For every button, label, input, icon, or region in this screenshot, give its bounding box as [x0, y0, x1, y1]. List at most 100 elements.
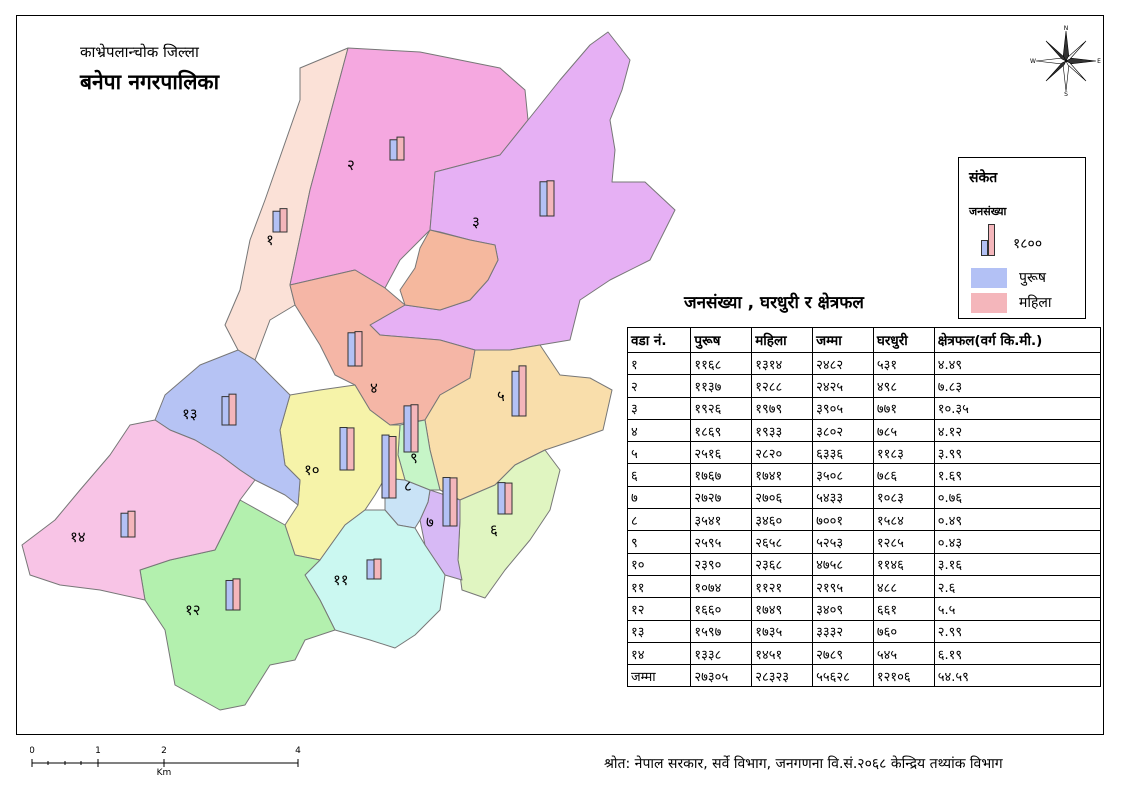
ward-14-area[interactable]	[21, 419, 256, 601]
bar-male-ward-2	[389, 139, 398, 161]
table-cell: १२८५	[872, 530, 935, 554]
table-title: जनसंख्या , घरधुरी र क्षेत्रफल	[684, 293, 864, 313]
bar-female-ward-12	[232, 578, 241, 611]
bar-male-ward-14	[120, 512, 129, 538]
ward-label-9: ९	[410, 449, 418, 467]
table-cell: ४८८	[872, 574, 935, 599]
bar-male-ward-6	[497, 482, 506, 515]
bar-male-ward-1	[272, 210, 281, 233]
table-cell: १३१४	[751, 351, 814, 376]
table-cell: ५२५३	[812, 530, 874, 554]
table-cell: ०.७६	[933, 485, 1102, 510]
table-cell: ०.४३	[933, 530, 1102, 554]
table-cell: ३३३२	[812, 619, 874, 643]
table-header-0: वडा नं.	[626, 327, 692, 353]
table-header-row: वडा नं. पुरूष महिला जम्मा घरधुरी क्षेत्रफल(वर…	[626, 327, 1102, 353]
table-cell: १४५१	[751, 641, 814, 666]
table-header-5: क्षेत्रफल(वर्ग कि.मी.)	[933, 327, 1102, 353]
table-cell: ११३७	[690, 374, 753, 398]
bar-female-ward-7	[449, 477, 458, 527]
table-cell: ६३३६	[812, 441, 874, 465]
bar-female-ward-11	[373, 558, 382, 580]
ward-label-6: ६	[490, 521, 498, 539]
table-cell: १४	[626, 641, 692, 666]
table-cell: ४७५८	[812, 552, 874, 576]
municipality-title: बनेपा नगरपालिका	[80, 70, 220, 94]
table-cell: २६५८	[751, 530, 814, 554]
table-row: ५ २५१६ २८२० ६३३६ ११८३ ३.९९	[626, 441, 1102, 465]
table-row: ४ १८६९ १९३३ ३८०२ ७८५ ४.१२	[626, 418, 1102, 443]
table-cell: ५.५	[933, 597, 1102, 621]
table-header-2: महिला	[751, 327, 814, 353]
bar-male-ward-8	[381, 434, 390, 499]
bar-female-ward-3	[546, 180, 555, 217]
table-cell: ३	[626, 396, 692, 420]
table-cell: ६	[626, 463, 692, 487]
bar-male-ward-7	[442, 477, 451, 527]
west-label: W	[1030, 58, 1036, 65]
table-cell: ६.१९	[933, 641, 1102, 666]
table-cell: ३.१६	[933, 552, 1102, 576]
table-cell: १९२६	[690, 396, 753, 420]
table-cell: ७७१	[872, 396, 935, 420]
table-cell: ७८५	[872, 418, 935, 443]
map-frame	[16, 15, 1104, 735]
table-cell: १६६०	[690, 597, 753, 621]
bar-male-ward-11	[366, 559, 375, 580]
scale-tick-0: 0	[30, 746, 35, 756]
ward-label-12: १२	[185, 601, 201, 619]
legend-bar-female	[988, 224, 995, 256]
table-row: ८ ३५४१ ३४६० ७००१ १५८४ ०.४९	[626, 508, 1102, 532]
table-cell: २७८९	[812, 641, 874, 666]
table-cell: २४२५	[812, 374, 874, 398]
table-cell: ६६१	[872, 597, 935, 621]
north-arrow-icon: N S E W	[1030, 25, 1101, 97]
patch-area	[399, 229, 499, 311]
table-header-1: पुरूष	[690, 327, 753, 353]
table-cell: १८६९	[690, 418, 753, 443]
legend-bar-male	[981, 240, 988, 256]
table-cell: ७	[626, 485, 692, 510]
ward-label-13: १३	[182, 405, 198, 423]
table-cell: १९७९	[751, 396, 814, 420]
legend-female-swatch	[971, 293, 1007, 313]
table-cell: २७०६	[751, 485, 814, 510]
table-cell: २५९५	[690, 530, 753, 554]
table-cell: ४.४९	[933, 351, 1102, 376]
population-table: वडा नं. पुरूष महिला जम्मा घरधुरी क्षेत्रफल(वर…	[626, 327, 1102, 688]
table-cell: २५१६	[690, 441, 753, 465]
table-cell: २.६	[933, 574, 1102, 599]
table-row: १२ १६६० १७४९ ३४०९ ६६१ ५.५	[626, 597, 1102, 621]
scale-tick-2: 2	[161, 746, 167, 756]
ward-label-10: १०	[304, 461, 320, 479]
bar-female-ward-14	[127, 510, 136, 538]
table-cell: २८२०	[751, 441, 814, 465]
scale-tick-1: 1	[95, 746, 101, 756]
table-cell: ११	[626, 574, 692, 599]
bar-female-ward-6	[504, 482, 513, 515]
bar-male-ward-4	[347, 332, 356, 367]
table-cell: ३४६०	[751, 508, 814, 532]
ward-label-11: ११	[333, 571, 349, 589]
legend-title: संकेत	[969, 170, 998, 186]
legend-subtitle: जनसंख्या	[969, 205, 1007, 218]
table-row: १ ११६८ १३१४ २४८२ ५३१ ४.४९	[626, 351, 1102, 376]
table-cell: ८	[626, 508, 692, 532]
table-row: ९ २५९५ २६५८ ५२५३ १२८५ ०.४३	[626, 530, 1102, 554]
ward-6-area[interactable]	[457, 449, 561, 599]
scale-unit: Km	[157, 768, 172, 777]
table-cell: ३५०८	[812, 463, 874, 487]
table-row: १४ १३३८ १४५१ २७८९ ५४५ ६.१९	[626, 641, 1102, 666]
bar-female-ward-5	[518, 365, 527, 417]
table-total-cell: ५४.५९	[933, 664, 1102, 688]
table-cell: ४	[626, 418, 692, 443]
table-cell: ११६८	[690, 351, 753, 376]
table-cell: ०.४९	[933, 508, 1102, 532]
table-cell: १५८४	[872, 508, 935, 532]
table-cell: १०८३	[872, 485, 935, 510]
table-cell: १३३८	[690, 641, 753, 666]
ward-label-4: ४	[370, 379, 378, 397]
bar-male-ward-12	[225, 579, 234, 611]
bar-female-ward-10	[346, 427, 355, 471]
table-total-cell: २८३२३	[751, 664, 814, 688]
